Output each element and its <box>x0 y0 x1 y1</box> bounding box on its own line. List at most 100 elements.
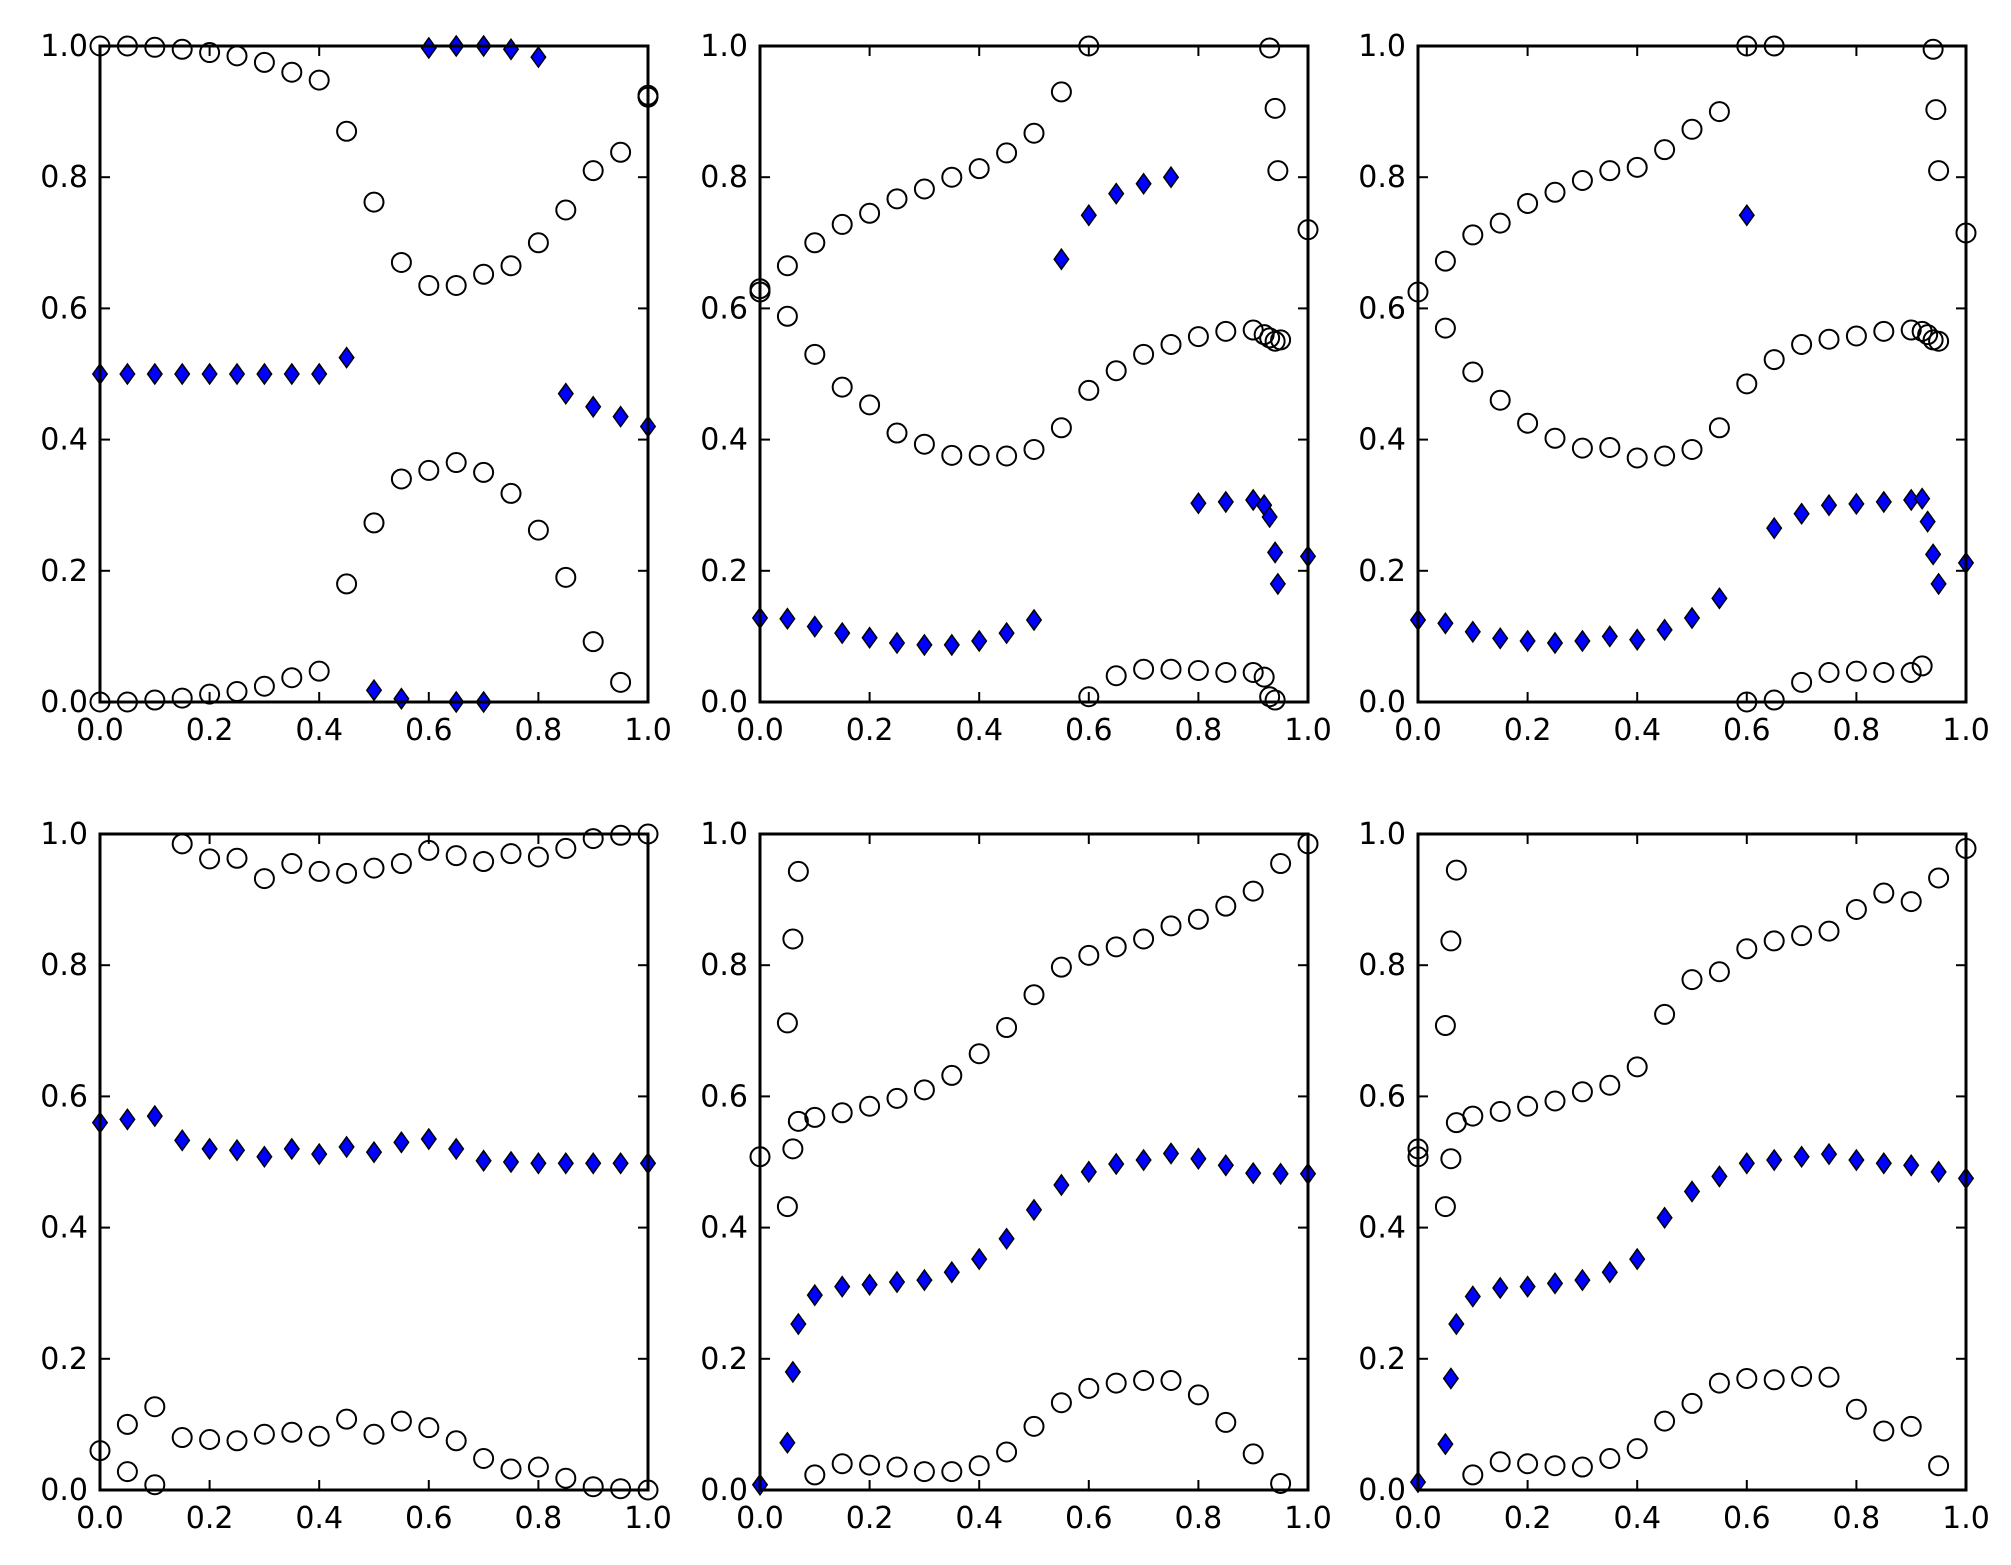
data-point-circle <box>1791 671 1813 693</box>
data-point-diamond <box>1025 1198 1043 1222</box>
data-point-diamond <box>1629 1247 1646 1271</box>
data-point-diamond <box>1930 1160 1947 1184</box>
data-point-diamond <box>174 1129 191 1152</box>
data-point-diamond <box>806 615 823 638</box>
data-point-circle <box>527 1456 549 1478</box>
data-point-circle <box>308 660 330 682</box>
data-point-diamond <box>1217 1153 1234 1177</box>
data-point-circle <box>473 461 495 483</box>
data-point-circle <box>171 1427 193 1449</box>
subplot-5: 0.0 0.2 0.4 0.6 0.8 1.0 0.0 0.2 0.4 0.6 0.8 1.0 <box>700 817 1332 1536</box>
data-point-circle <box>1215 320 1237 342</box>
x-tick-label: 0.4 <box>295 713 343 748</box>
x-tick-label: 0.0 <box>736 713 784 748</box>
data-point-circle <box>1928 1455 1950 1477</box>
y-tick-label: 0.8 <box>1358 160 1406 195</box>
data-point-circle <box>1626 447 1648 469</box>
data-point-diamond <box>1848 1148 1865 1172</box>
data-point-diamond <box>1053 1173 1070 1197</box>
data-point-circle <box>804 1106 826 1128</box>
data-point-circle <box>1900 319 1922 341</box>
data-point-circle <box>1187 908 1209 930</box>
data-point-diamond <box>1738 203 1755 227</box>
data-point-circle <box>1917 324 1939 346</box>
data-point-diamond <box>1793 1145 1810 1169</box>
data-point-diamond <box>1261 505 1278 529</box>
y-tick-label: 0.2 <box>1358 1342 1406 1377</box>
data-point-circle <box>1681 969 1703 991</box>
data-point-circle <box>1681 1392 1703 1414</box>
data-point-circle <box>500 843 522 865</box>
axes-frame <box>1416 44 1968 704</box>
data-point-diamond <box>201 362 218 386</box>
data-point-diamond <box>1656 1206 1673 1230</box>
x-tick-label: 0.8 <box>1833 713 1881 748</box>
x-tick-label: 0.8 <box>1833 1501 1881 1536</box>
x-tick-label: 0.6 <box>405 713 453 748</box>
x-tick-label: 0.2 <box>846 1501 894 1536</box>
y-tick-label: 1.0 <box>1358 817 1406 852</box>
data-point-circle <box>1599 436 1621 458</box>
data-point-circle <box>1626 156 1648 178</box>
data-point-diamond <box>1272 1162 1289 1186</box>
data-point-circle <box>226 1430 248 1452</box>
data-point-circle <box>1900 891 1922 913</box>
data-point-diamond <box>1930 572 1947 596</box>
data-point-diamond <box>1492 627 1509 650</box>
data-point-diamond <box>1135 172 1152 196</box>
axes-frame <box>98 44 650 704</box>
data-point-diamond <box>1601 625 1618 648</box>
data-point-circle <box>776 1196 798 1218</box>
data-point-diamond <box>365 1140 383 1164</box>
y-tick-label: 0.4 <box>1358 423 1406 458</box>
x-tick-label: 0.4 <box>295 1501 343 1536</box>
data-point-diamond <box>585 1152 602 1175</box>
data-point-diamond <box>784 1360 802 1384</box>
data-point-circle <box>1264 97 1286 119</box>
data-point-circle <box>1517 1453 1539 1475</box>
data-point-circle <box>144 689 166 711</box>
y-tick-label: 1.0 <box>700 29 748 64</box>
data-point-circle <box>1626 1056 1648 1078</box>
data-point-circle <box>1791 1366 1813 1388</box>
data-point-circle <box>1267 160 1289 182</box>
data-point-circle <box>1187 660 1209 682</box>
x-tick-label: 0.4 <box>955 1501 1003 1536</box>
data-point-circle <box>582 1476 604 1498</box>
data-point-diamond <box>971 1247 988 1271</box>
data-point-circle <box>527 232 549 254</box>
data-point-circle <box>913 178 935 200</box>
data-point-circle <box>144 1396 166 1418</box>
data-point-diamond <box>1080 1160 1097 1184</box>
y-tick-label: 0.4 <box>40 423 88 458</box>
data-point-circle <box>308 1425 330 1447</box>
data-point-circle <box>418 274 440 296</box>
data-point-circle <box>1187 1384 1209 1406</box>
axes-frame <box>1416 832 1968 1492</box>
data-point-diamond <box>779 1431 796 1455</box>
data-point-diamond <box>1464 620 1481 644</box>
y-tick-label: 0.4 <box>700 423 748 458</box>
x-tick-label: 1.0 <box>624 1501 672 1536</box>
data-point-circle <box>1445 859 1467 881</box>
data-point-circle <box>199 848 221 870</box>
data-point-diamond <box>998 1227 1015 1251</box>
data-point-circle <box>831 213 853 235</box>
data-point-diamond <box>1820 493 1838 517</box>
data-point-circle <box>418 459 440 481</box>
data-point-diamond <box>119 1108 136 1131</box>
data-point-diamond <box>1266 541 1284 564</box>
data-point-circle <box>1763 1369 1785 1391</box>
data-point-circle <box>804 343 826 365</box>
data-point-diamond <box>861 626 878 649</box>
data-point-circle <box>1242 661 1264 683</box>
data-point-diamond <box>1914 487 1931 510</box>
data-point-diamond <box>1574 629 1591 653</box>
data-point-circle <box>1023 984 1045 1006</box>
data-point-circle <box>831 1102 853 1124</box>
y-tick-label: 0.2 <box>700 1342 748 1377</box>
data-point-circle <box>1873 882 1895 904</box>
x-tick-label: 0.6 <box>1723 713 1771 748</box>
data-point-circle <box>1736 938 1758 960</box>
data-point-circle <box>776 305 798 327</box>
